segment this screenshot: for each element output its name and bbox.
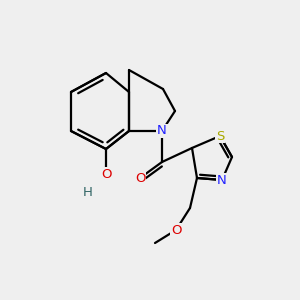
Text: O: O: [101, 167, 111, 181]
Text: H: H: [83, 185, 93, 199]
Text: N: N: [157, 124, 167, 137]
Text: O: O: [171, 224, 181, 236]
Text: S: S: [216, 130, 224, 142]
Text: O: O: [135, 172, 145, 184]
Text: N: N: [217, 173, 227, 187]
